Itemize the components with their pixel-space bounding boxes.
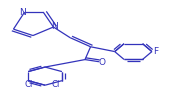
Text: N: N — [52, 22, 58, 31]
Text: F: F — [153, 47, 159, 56]
Text: Cl: Cl — [51, 80, 60, 89]
Text: O: O — [99, 58, 106, 67]
Text: Cl: Cl — [25, 80, 33, 89]
Text: N: N — [19, 8, 26, 17]
